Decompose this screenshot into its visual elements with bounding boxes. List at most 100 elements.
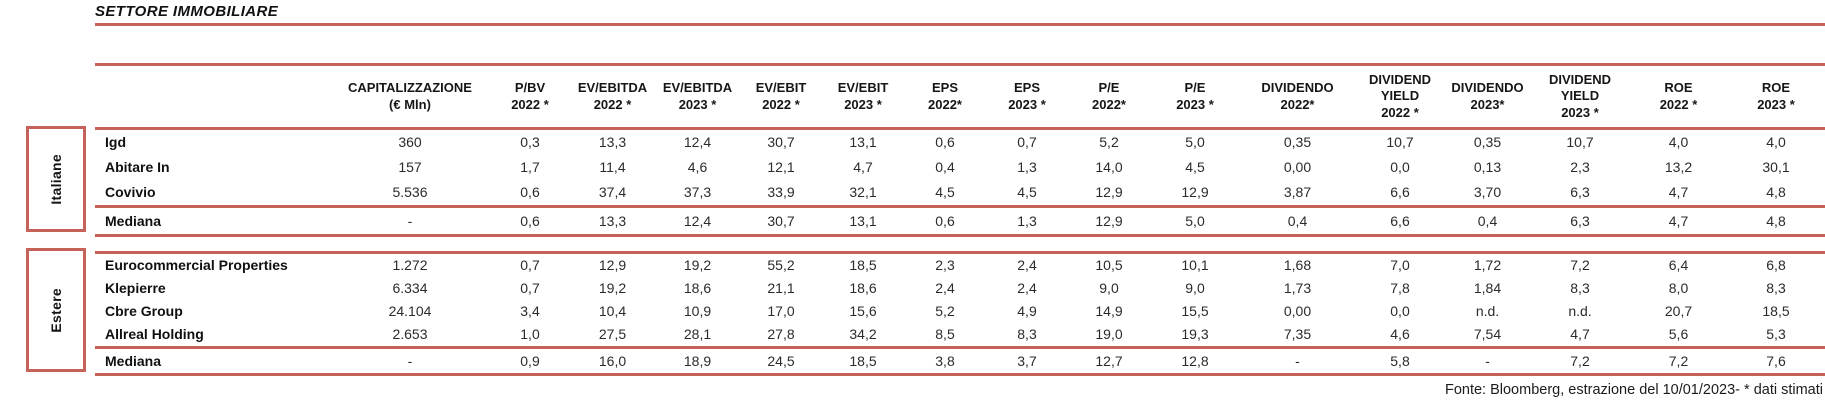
- value-cell-11: 7,8: [1390, 280, 1410, 296]
- table-row: Igd 360 0,3 13,3 12,4 30,7 13,1 0,6 0,7 5,2 5,0 0,3…: [95, 130, 1825, 155]
- table-row: Eurocommercial Properties 1.272 0,7 12,9 19,…: [95, 254, 1825, 277]
- column-header-4: EV/EBIT 2022 *: [755, 80, 807, 112]
- value-cell-6: 3,8: [935, 353, 955, 369]
- column-header-9: P/E 2023 *: [1176, 80, 1214, 112]
- value-cell-9: 15,5: [1181, 303, 1209, 319]
- value-cell-4: 30,7: [767, 213, 795, 229]
- value-cell-15: 4,0: [1766, 134, 1786, 150]
- value-cell-12: 0,13: [1473, 159, 1502, 175]
- value-cell-10: 1,68: [1283, 257, 1312, 273]
- value-cell-2: 37,4: [598, 184, 627, 200]
- value-cell-7: 8,3: [1017, 326, 1037, 342]
- value-cell-0: 6.334: [392, 280, 428, 296]
- value-cell-13: 7,2: [1570, 257, 1590, 273]
- value-cell-8: 12,7: [1095, 353, 1123, 369]
- column-header-15: ROE 2023 *: [1757, 80, 1795, 112]
- value-cell-13: n.d.: [1568, 303, 1592, 319]
- value-cell-5: 13,1: [849, 213, 877, 229]
- value-cell-0: 5.536: [392, 184, 428, 200]
- table-header-row: CAPITALIZZAZIONE (€ Mln) P/BV 2022 * EV/EB…: [95, 63, 1825, 127]
- value-cell-8: 14,0: [1095, 159, 1123, 175]
- value-cell-1: 0,7: [520, 257, 540, 273]
- value-cell-15: 5,3: [1766, 326, 1786, 342]
- value-cell-9: 12,9: [1181, 184, 1209, 200]
- column-header-13: DIVIDEND YIELD 2023 *: [1548, 72, 1612, 120]
- column-header-1: P/BV 2022 *: [511, 80, 549, 112]
- value-cell-14: 20,7: [1664, 303, 1693, 319]
- value-cell-14: 6,4: [1668, 257, 1689, 273]
- value-cell-10: -: [1295, 353, 1300, 369]
- value-cell-0: 360: [398, 134, 422, 150]
- value-cell-12: -: [1485, 353, 1490, 369]
- value-cell-11: 7,0: [1390, 257, 1410, 273]
- value-cell-4: 12,1: [767, 159, 795, 175]
- row-name-cell: Igd: [105, 134, 126, 150]
- median-row: Mediana - 0,9 16,0 18,9 24,5 18,5 3,8 3,7 12,7 12,…: [95, 346, 1825, 376]
- value-cell-2: 11,4: [599, 159, 626, 175]
- value-cell-11: 0,0: [1390, 159, 1410, 175]
- value-cell-14: 4,7: [1668, 213, 1689, 229]
- value-cell-14: 4,0: [1668, 134, 1689, 150]
- value-cell-0: 1.272: [392, 257, 428, 273]
- value-cell-8: 12,9: [1095, 213, 1123, 229]
- column-header-14: ROE 2022 *: [1659, 80, 1698, 112]
- group-box-italiane: Italiane: [26, 126, 86, 232]
- value-cell-10: 3,87: [1283, 184, 1312, 200]
- value-cell-5: 18,5: [849, 257, 877, 273]
- value-cell-14: 8,0: [1668, 280, 1689, 296]
- value-cell-3: 12,4: [683, 213, 712, 229]
- group-label-estere: Estere: [48, 287, 64, 333]
- value-cell-5: 18,5: [849, 353, 877, 369]
- value-cell-6: 4,5: [935, 184, 955, 200]
- column-header-7: EPS 2023 *: [1008, 80, 1046, 112]
- value-cell-12: 1,84: [1473, 280, 1502, 296]
- value-cell-13: 8,3: [1570, 280, 1590, 296]
- value-cell-13: 2,3: [1570, 159, 1590, 175]
- value-cell-10: 1,73: [1283, 280, 1312, 296]
- row-name-cell: Eurocommercial Properties: [105, 257, 288, 273]
- value-cell-6: 0,6: [935, 213, 955, 229]
- value-cell-15: 8,3: [1766, 280, 1786, 296]
- value-cell-6: 5,2: [935, 303, 955, 319]
- value-cell-7: 1,3: [1017, 213, 1037, 229]
- value-cell-12: 7,54: [1473, 326, 1502, 342]
- value-cell-12: 3,70: [1473, 184, 1502, 200]
- value-cell-15: 6,8: [1766, 257, 1786, 273]
- value-cell-5: 32,1: [849, 184, 877, 200]
- value-cell-4: 33,9: [767, 184, 795, 200]
- value-cell-9: 5,0: [1185, 134, 1205, 150]
- value-cell-15: 4,8: [1766, 213, 1786, 229]
- value-cell-12: 1,72: [1473, 257, 1502, 273]
- table-row: Abitare In 157 1,7 11,4 4,6 12,1 4,7 0,4 1,3 14,0…: [95, 155, 1825, 180]
- column-header-3: EV/EBITDA 2023 *: [662, 80, 733, 112]
- value-cell-5: 34,2: [849, 326, 877, 342]
- value-cell-0: 24.104: [388, 303, 432, 319]
- value-cell-4: 24,5: [767, 353, 795, 369]
- group-box-estere: Estere: [26, 248, 86, 372]
- value-cell-3: 28,1: [683, 326, 712, 342]
- column-header-11: DIVIDEND YIELD 2022 *: [1368, 72, 1432, 120]
- value-cell-13: 6,3: [1570, 213, 1590, 229]
- value-cell-6: 0,6: [935, 134, 955, 150]
- value-cell-5: 15,6: [849, 303, 877, 319]
- table: SETTORE IMMOBILIARE CAPITALIZZAZIONE (€ …: [95, 0, 1825, 398]
- value-cell-9: 5,0: [1185, 213, 1205, 229]
- value-cell-15: 7,6: [1766, 353, 1786, 369]
- value-cell-7: 1,3: [1017, 159, 1037, 175]
- value-cell-1: 0,3: [520, 134, 540, 150]
- source-note: Fonte: Bloomberg, estrazione del 10/01/2…: [1444, 382, 1823, 398]
- value-cell-7: 2,4: [1017, 280, 1037, 296]
- value-cell-2: 12,9: [598, 257, 627, 273]
- value-cell-0: -: [407, 353, 413, 369]
- section-title: SETTORE IMMOBILIARE: [95, 3, 1825, 26]
- value-cell-3: 18,9: [683, 353, 712, 369]
- value-cell-5: 13,1: [849, 134, 877, 150]
- row-name-cell: Abitare In: [105, 159, 170, 175]
- value-cell-8: 9,0: [1099, 280, 1119, 296]
- value-cell-7: 2,4: [1017, 257, 1037, 273]
- column-header-5: EV/EBIT 2023 *: [837, 80, 889, 112]
- value-cell-15: 30,1: [1762, 159, 1790, 175]
- value-cell-1: 0,9: [520, 353, 540, 369]
- value-cell-13: 10,7: [1566, 134, 1594, 150]
